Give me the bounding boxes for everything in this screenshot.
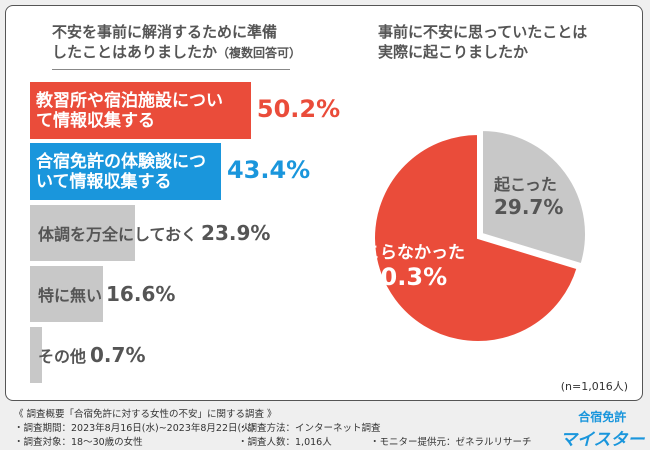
footer-provider: ・モニター提供元：ゼネラルリサーチ bbox=[370, 437, 532, 448]
bar-2 bbox=[30, 205, 136, 261]
logo-line1: 合宿免許 bbox=[578, 410, 627, 424]
bar-label-0: 教習所や宿泊施設について情報収集する bbox=[36, 90, 223, 131]
chart-panel: 不安を事前に解消するために準備 したことはありましたか（複数回答可） 事前に不安… bbox=[5, 5, 643, 401]
sample-size: (n=1,016人) bbox=[560, 380, 628, 393]
left-question-line1: 不安を事前に解消するために準備 bbox=[52, 23, 278, 41]
bar-1: 合宿免許の体験談について情報収集する bbox=[30, 143, 221, 200]
pie-label-occurred: 起こった 29.7% bbox=[494, 171, 563, 219]
right-question-line1: 事前に不安に思っていたことは bbox=[378, 23, 588, 41]
footer-count: ・調査人数：1,016人 bbox=[238, 437, 332, 448]
bar-value-4: 0.7% bbox=[90, 343, 146, 367]
bar-text-3: 特に無い 16.6% bbox=[38, 282, 175, 306]
bar-4 bbox=[30, 327, 42, 383]
left-question-note: （複数回答可） bbox=[217, 46, 302, 60]
footer-period: ・調査期間：2023年8月16日(水)~2023年8月22日(火) bbox=[14, 423, 255, 434]
logo-line2: マイスター bbox=[560, 430, 645, 450]
left-question-line2: したことはありましたか bbox=[52, 43, 218, 61]
left-question: 不安を事前に解消するために準備 したことはありましたか（複数回答可） bbox=[52, 22, 301, 63]
right-question: 事前に不安に思っていたことは 実際に起こりましたか bbox=[378, 22, 587, 62]
right-question-line2: 実際に起こりましたか bbox=[378, 43, 529, 61]
footer-title: 《 調査概要「合宿免許に対する女性の不安」に関する調査 》 bbox=[14, 409, 277, 420]
pie-value-not-occurred: 70.3% bbox=[363, 263, 448, 291]
bar-text-2: 体調を万全にしておく 23.9% bbox=[38, 221, 270, 245]
pie-category-not-occurred: 起こらなかった bbox=[346, 243, 465, 263]
bar-label-1: 合宿免許の体験談について情報収集する bbox=[36, 151, 206, 192]
left-divider bbox=[52, 69, 290, 70]
bar-value-1: 43.4% bbox=[226, 156, 311, 184]
logo: 合宿免許 マイスター bbox=[560, 408, 645, 450]
pie-value-occurred: 29.7% bbox=[494, 195, 564, 219]
pie-label-not-occurred: 起こらなかった 70.3% bbox=[346, 238, 465, 291]
bar-0: 教習所や宿泊施設について情報収集する bbox=[30, 82, 251, 139]
pie-slice-0 bbox=[481, 128, 587, 266]
bar-label-2: 体調を万全にしておく bbox=[38, 225, 198, 244]
bar-value-3: 16.6% bbox=[106, 282, 176, 306]
pie-category-occurred: 起こった bbox=[494, 175, 557, 194]
pie-chart bbox=[373, 128, 587, 343]
bar-value-0: 50.2% bbox=[256, 95, 341, 123]
footer-target: ・調査対象：18～30歳の女性 bbox=[14, 437, 143, 448]
footer-method: ・調査方法：インターネット調査 bbox=[238, 423, 381, 434]
bar-text-4: その他 0.7% bbox=[38, 343, 145, 367]
pie-slice-1 bbox=[373, 132, 579, 343]
bar-value-2: 23.9% bbox=[201, 221, 271, 245]
bar-label-4: その他 bbox=[38, 347, 87, 366]
bar-label-3: 特に無い bbox=[38, 286, 103, 305]
bar-3 bbox=[30, 266, 104, 322]
